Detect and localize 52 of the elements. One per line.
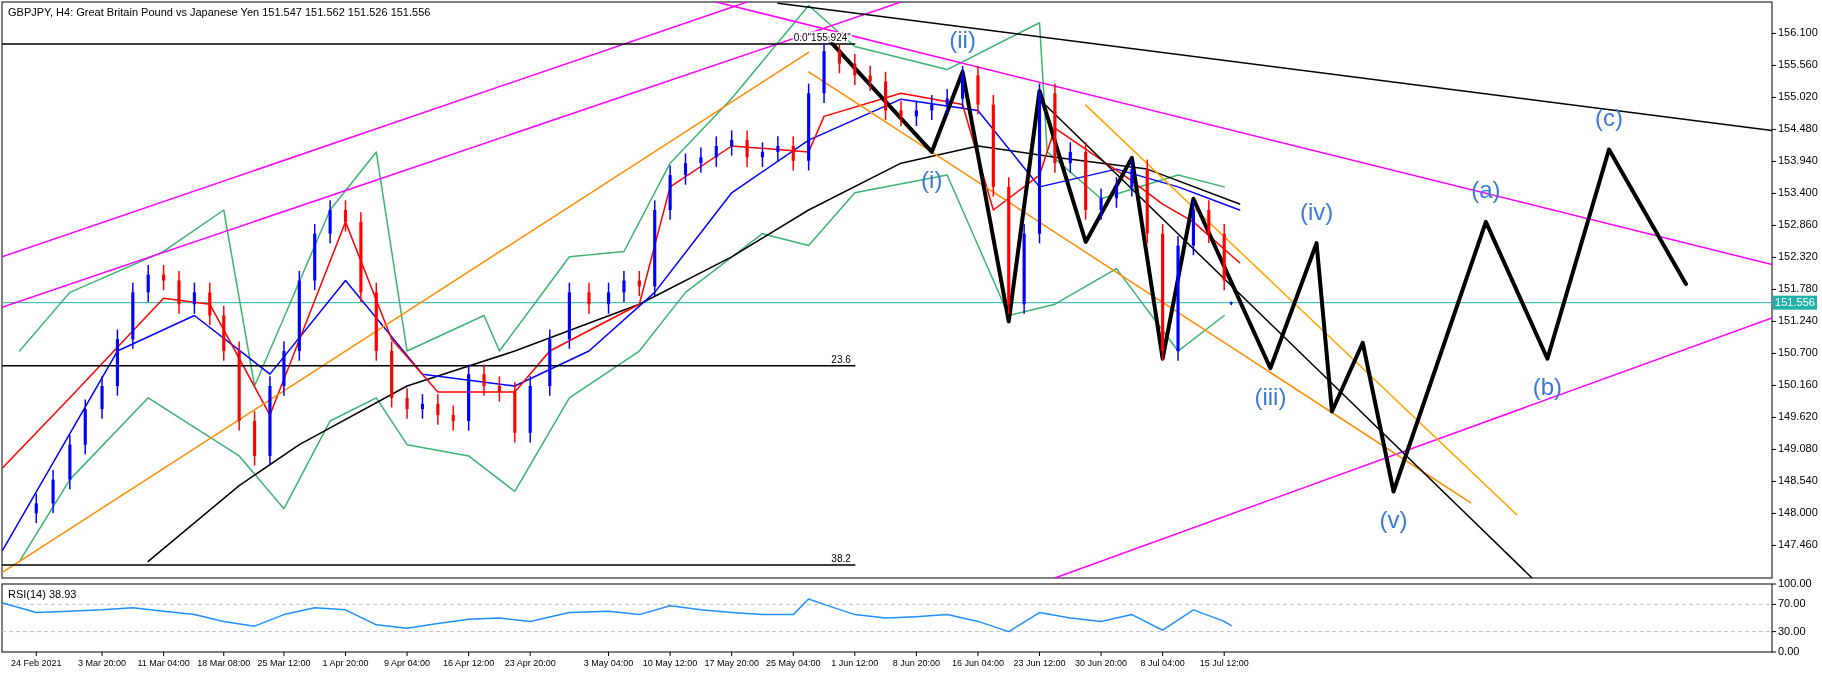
y-tick-label: 152.320 <box>1778 250 1818 263</box>
y-tick-label: 155.560 <box>1778 58 1818 71</box>
chart-title: RSI(14) 38.93 <box>8 588 77 600</box>
x-tick-label: 3 Mar 20:00 <box>78 658 127 668</box>
y-tick-label: 150.700 <box>1778 346 1818 359</box>
annotation: (iv) <box>1299 197 1334 225</box>
x-tick-label: 24 Feb 2021 <box>11 658 62 668</box>
y-tick-label: 0.00 <box>1778 644 1800 657</box>
y-tick-label: 153.940 <box>1778 154 1818 167</box>
y-tick-label: 70.00 <box>1778 597 1806 610</box>
y-tick-label: 150.160 <box>1778 378 1818 391</box>
y-tick-label: 149.620 <box>1778 410 1818 423</box>
annotation: (iii) <box>1254 382 1287 410</box>
y-tick-label: 151.780 <box>1778 282 1818 295</box>
x-tick-label: 18 Mar 08:00 <box>197 658 251 668</box>
series-label: 23.6 <box>831 353 852 365</box>
y-tick-label: 156.100 <box>1778 26 1818 39</box>
x-tick-label: 16 Jun 04:00 <box>951 658 1004 668</box>
y-tick-label: 148.540 <box>1778 474 1818 487</box>
x-tick-label: 25 Mar 12:00 <box>257 658 311 668</box>
y-tick-label: 155.020 <box>1778 90 1818 103</box>
ref-line-label: 151.556 <box>1775 295 1815 308</box>
x-tick-label: 8 Jul 04:00 <box>1140 658 1185 668</box>
y-tick-label: 153.400 <box>1778 186 1818 199</box>
x-tick-label: 8 Jun 20:00 <box>892 658 940 668</box>
x-tick-label: 30 Jun 20:00 <box>1075 658 1128 668</box>
x-tick-label: 1 Apr 20:00 <box>322 658 369 668</box>
x-tick-label: 23 Apr 20:00 <box>504 658 556 668</box>
annotation: (v) <box>1379 505 1408 533</box>
y-tick-label: 151.240 <box>1778 314 1818 327</box>
y-tick-label: 30.00 <box>1778 624 1806 637</box>
chart-title: GBPJPY, H4: Great Britain Pound vs Japanese Yen 151.547 151.562 151.526 151.556 <box>8 6 431 18</box>
x-tick-label: 23 Jun 12:00 <box>1013 658 1066 668</box>
y-tick-label: 154.480 <box>1778 122 1818 135</box>
x-tick-label: 25 May 04:00 <box>765 658 821 668</box>
x-tick-label: 1 Jun 12:00 <box>831 658 879 668</box>
x-tick-label: 11 Mar 04:00 <box>137 658 190 668</box>
y-tick-label: 149.080 <box>1778 442 1818 455</box>
y-tick-label: 100.00 <box>1778 576 1812 589</box>
x-tick-label: 9 Apr 04:00 <box>384 658 431 668</box>
annotation: (c) <box>1595 103 1623 131</box>
x-tick-label: 17 May 20:00 <box>704 658 759 668</box>
series-label: 38.2 <box>831 552 852 564</box>
annotation: (b) <box>1532 373 1563 401</box>
x-tick-label: 3 May 04:00 <box>583 658 634 668</box>
x-tick-label: 10 May 12:00 <box>642 658 698 668</box>
y-tick-label: 152.860 <box>1778 218 1818 231</box>
x-tick-label: 15 Jul 12:00 <box>1199 658 1249 668</box>
annotation: (ii) <box>949 26 976 54</box>
x-tick-label: 16 Apr 12:00 <box>443 658 495 668</box>
y-tick-label: 147.460 <box>1778 538 1818 551</box>
y-tick-label: 148.000 <box>1778 506 1818 519</box>
